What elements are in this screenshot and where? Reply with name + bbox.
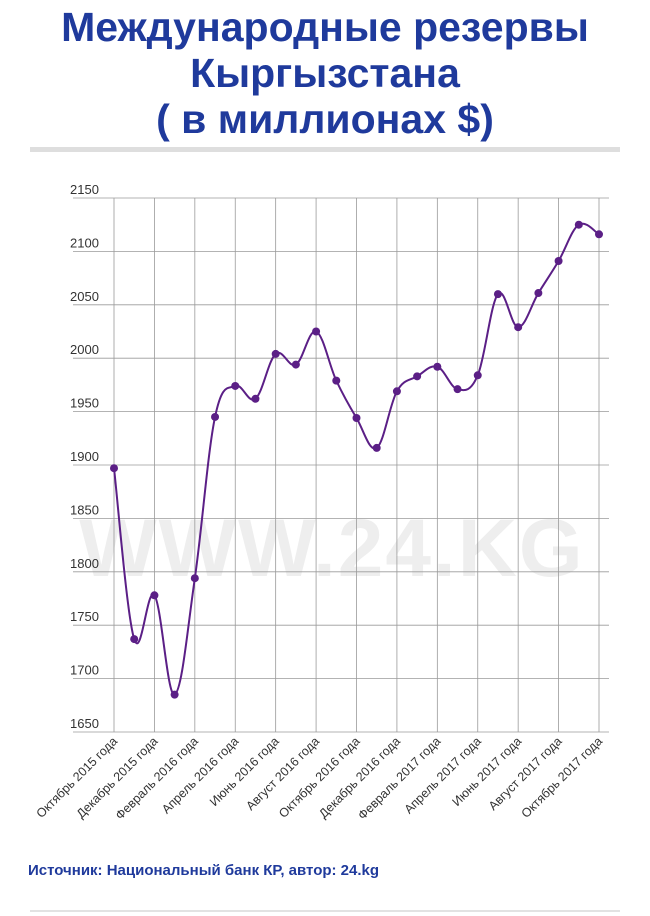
chart-title: Международные резервы Кыргызстана ( в ми… xyxy=(0,4,650,142)
data-point xyxy=(534,289,543,298)
y-tick-label: 2000 xyxy=(70,342,99,357)
data-point xyxy=(150,591,159,600)
y-tick-label: 1900 xyxy=(70,449,99,464)
data-point xyxy=(392,387,401,396)
watermark-text: WWW.24.KG xyxy=(79,503,584,594)
y-tick-label: 1650 xyxy=(70,716,99,731)
data-point xyxy=(110,464,118,473)
data-point xyxy=(190,574,199,583)
chart-grid xyxy=(73,197,609,733)
data-point xyxy=(453,385,462,394)
data-point xyxy=(554,257,563,266)
x-tick-label: Июнь 2017 года xyxy=(450,734,525,809)
y-tick-label: 1850 xyxy=(70,502,99,517)
y-tick-label: 2150 xyxy=(70,182,99,197)
y-tick-label: 1800 xyxy=(70,556,99,571)
x-tick-label: Август 2016 года xyxy=(243,734,322,813)
data-point xyxy=(493,290,502,299)
data-point xyxy=(251,394,260,403)
data-point xyxy=(514,323,523,332)
y-tick-label: 2100 xyxy=(70,235,99,250)
data-point xyxy=(372,443,381,452)
y-tick-label: 2050 xyxy=(70,289,99,304)
series-markers xyxy=(110,220,603,699)
title-line-3: ( в миллионах $) xyxy=(156,96,494,142)
title-line-2: Кыргызстана xyxy=(190,50,460,96)
y-tick-label: 1700 xyxy=(70,663,99,678)
data-point xyxy=(473,371,482,380)
data-point xyxy=(291,360,300,369)
title-divider xyxy=(30,147,620,152)
data-point xyxy=(413,372,422,381)
data-point xyxy=(211,412,220,421)
y-tick-label: 1750 xyxy=(70,609,99,624)
data-point xyxy=(352,414,361,423)
data-point xyxy=(271,349,280,358)
y-tick-label: 1950 xyxy=(70,396,99,411)
x-tick-label: Июнь 2016 года xyxy=(207,734,282,809)
data-point xyxy=(595,230,603,239)
footer-divider xyxy=(30,910,620,912)
data-point xyxy=(433,362,442,371)
x-tick-label: Август 2017 года xyxy=(486,734,565,813)
data-point xyxy=(312,327,321,336)
x-tick-label: Апрель 2017 года xyxy=(402,734,484,816)
x-tick-label: Октябрь 2017 года xyxy=(519,734,606,821)
y-axis-ticks: 1650 1700 1750 1800 1850 1900 1950 2000 2050 2100… xyxy=(70,182,99,731)
data-point xyxy=(130,635,139,644)
data-point xyxy=(574,220,583,229)
data-point xyxy=(170,690,179,699)
data-point xyxy=(231,381,240,390)
source-note: Источник: Национальный банк КР, автор: 2… xyxy=(28,862,380,879)
title-line-1: Международные резервы xyxy=(61,4,589,50)
data-point xyxy=(332,376,341,385)
x-tick-label: Апрель 2016 года xyxy=(159,734,241,816)
